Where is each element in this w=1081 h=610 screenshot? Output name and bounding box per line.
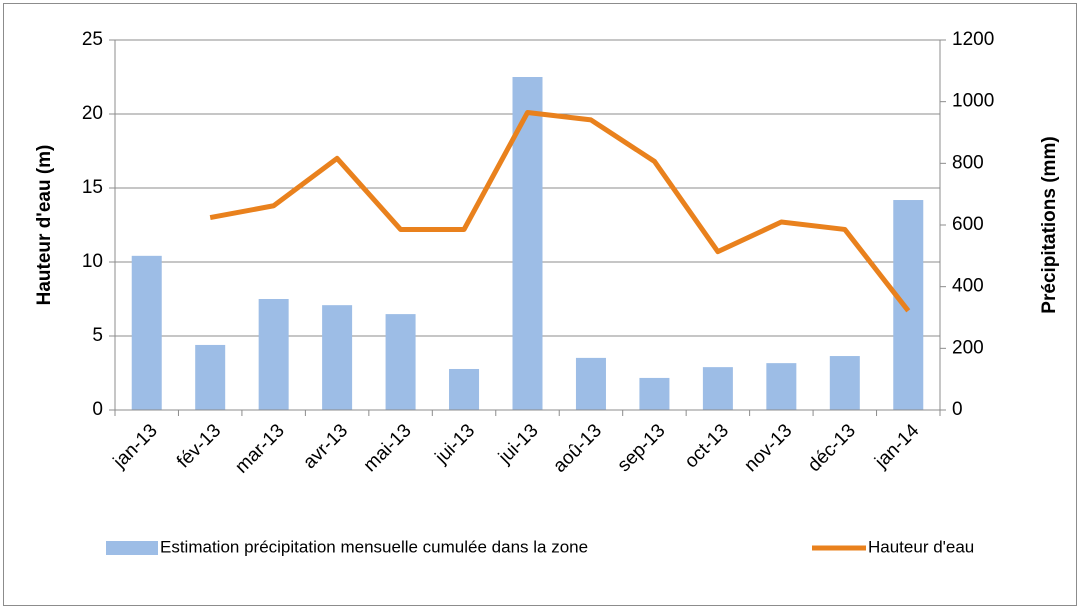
y2-tick-label: 0: [952, 399, 963, 420]
y-tick-label: 5: [92, 325, 103, 346]
bar: [322, 305, 353, 410]
bar: [829, 356, 860, 410]
y2-tick-label: 1200: [952, 29, 994, 50]
y-tick-label: 0: [92, 399, 103, 420]
y2-tick-label: 600: [952, 214, 984, 235]
y2-tick-label: 200: [952, 337, 984, 358]
bar: [195, 344, 226, 410]
bar: [131, 255, 162, 410]
y-tick-label: 25: [82, 29, 103, 50]
y-tick-label: 10: [82, 251, 103, 272]
bar: [766, 363, 797, 410]
bar: [893, 200, 924, 410]
legend-swatch: [106, 541, 158, 555]
y-tick-label: 15: [82, 177, 103, 198]
y2-tick-label: 400: [952, 276, 984, 297]
bar: [575, 357, 606, 410]
y2-tick-label: 800: [952, 152, 984, 173]
bar: [702, 367, 733, 410]
y2-tick-label: 1000: [952, 91, 994, 112]
bar: [449, 368, 480, 410]
bar: [639, 377, 670, 410]
bar: [385, 314, 416, 410]
bar: [258, 299, 289, 410]
legend-label: Estimation précipitation mensuelle cumul…: [160, 537, 588, 556]
legend-label: Hauteur d'eau: [868, 537, 974, 556]
y-axis-title: Hauteur d'eau (m): [34, 145, 55, 306]
y2-axis-title: Précipitations (mm): [1039, 136, 1060, 313]
line: [209, 110, 911, 313]
y-tick-label: 20: [82, 103, 103, 124]
